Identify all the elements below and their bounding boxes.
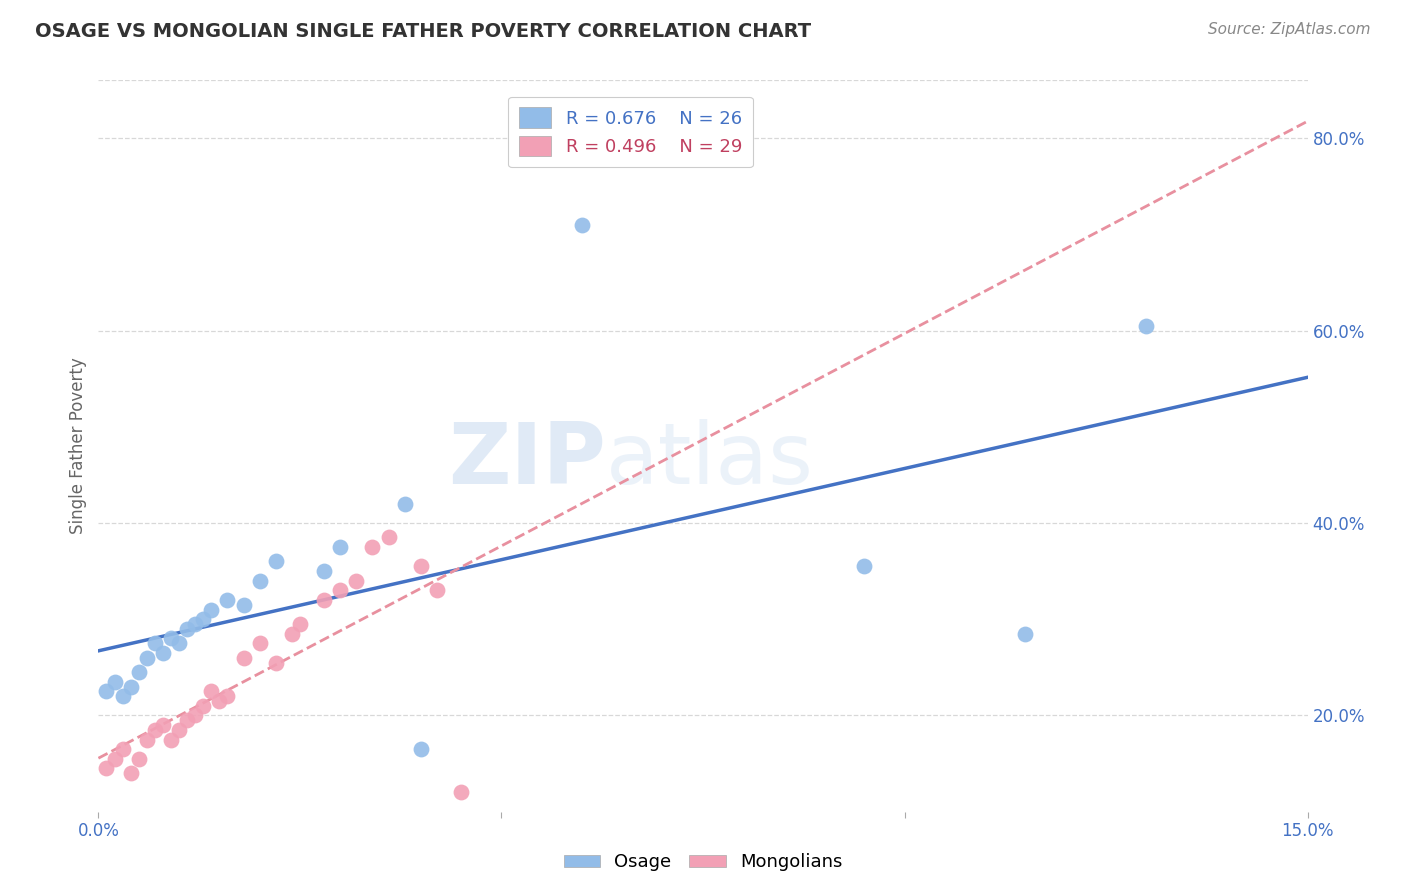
Point (1135, 318, 1157, 333)
Point (217, 690, 239, 704)
Text: Source: ZipAtlas.com: Source: ZipAtlas.com (1208, 22, 1371, 37)
Legend: Osage, Mongolians: Osage, Mongolians (557, 847, 849, 879)
Point (249, 636, 271, 650)
Point (111, 690, 134, 704)
Point (152, 718, 174, 732)
Point (103, 674, 125, 689)
Point (394, 497, 416, 511)
Point (111, 742, 134, 756)
Text: atlas: atlas (606, 419, 814, 502)
Point (135, 732, 157, 747)
Point (96, 684, 118, 698)
Point (160, 732, 183, 747)
Point (1014, 626, 1036, 640)
Point (208, 694, 231, 708)
Point (409, 742, 432, 756)
Point (314, 593, 336, 607)
Point (176, 622, 198, 636)
Point (377, 530, 399, 544)
Point (200, 602, 222, 616)
Point (264, 656, 287, 670)
Point (288, 617, 311, 632)
Point (232, 650, 254, 665)
Point (193, 612, 215, 626)
Point (314, 564, 336, 578)
Point (193, 698, 215, 713)
Point (128, 665, 150, 680)
Point (103, 752, 125, 766)
Point (217, 593, 239, 607)
Point (152, 646, 174, 660)
Point (200, 684, 222, 698)
Legend: R = 0.676    N = 26, R = 0.496    N = 29: R = 0.676 N = 26, R = 0.496 N = 29 (508, 96, 754, 167)
Point (135, 650, 157, 665)
Point (281, 626, 304, 640)
Text: ZIP: ZIP (449, 419, 606, 502)
Point (329, 583, 352, 598)
Point (143, 723, 166, 737)
Point (249, 574, 271, 588)
Point (128, 752, 150, 766)
Point (143, 636, 166, 650)
Point (426, 583, 449, 598)
Point (232, 598, 254, 612)
Point (176, 714, 198, 728)
Point (184, 708, 207, 723)
Point (409, 559, 432, 574)
Point (264, 554, 287, 568)
Point (361, 540, 384, 554)
Text: OSAGE VS MONGOLIAN SINGLE FATHER POVERTY CORRELATION CHART: OSAGE VS MONGOLIAN SINGLE FATHER POVERTY… (35, 22, 811, 41)
Point (329, 540, 352, 554)
Point (96, 761, 118, 775)
Point (120, 680, 142, 694)
Point (853, 559, 876, 574)
Point (571, 218, 593, 232)
Point (167, 723, 190, 737)
Point (160, 632, 183, 646)
Point (184, 617, 207, 632)
Y-axis label: Single Father Poverty: Single Father Poverty (69, 358, 87, 534)
Point (120, 766, 142, 780)
Point (167, 636, 190, 650)
Point (344, 574, 367, 588)
Point (450, 785, 472, 799)
